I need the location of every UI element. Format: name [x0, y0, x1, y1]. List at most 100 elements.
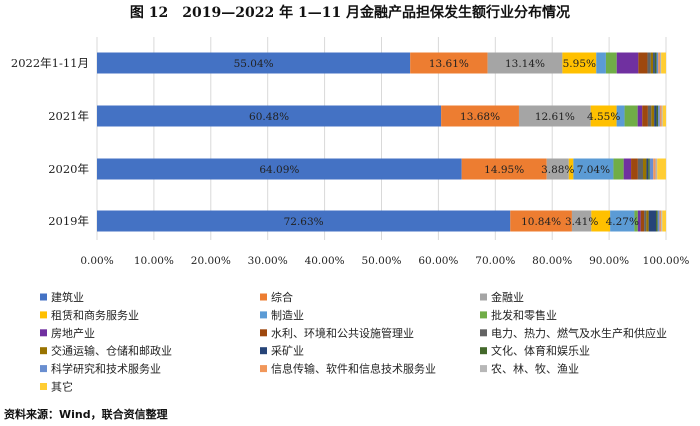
legend-label: 批发和零售业 — [491, 308, 557, 322]
x-tick-label: 0.00% — [80, 255, 113, 267]
legend-label: 房地产业 — [51, 326, 95, 340]
data-label: 10.84% — [521, 216, 561, 228]
x-tick-label: 60.00% — [418, 255, 458, 267]
x-tick-labels: 0.00% 10.00% 20.00% 30.00% 40.00% 50.00% 60.00… — [80, 255, 689, 267]
legend-swatch — [40, 293, 47, 301]
bar-segment — [661, 105, 663, 127]
bars — [97, 52, 666, 232]
bar-segment — [656, 105, 659, 127]
bar-segment — [616, 105, 625, 127]
bar-segment — [613, 158, 624, 180]
data-label: 4.55% — [587, 111, 620, 123]
legend-swatch — [480, 329, 487, 337]
legend-label: 文化、体育和娱乐业 — [491, 344, 590, 358]
legend-label: 租赁和商务服务业 — [51, 308, 139, 322]
legend-label: 综合 — [271, 290, 293, 304]
bar-segment — [654, 105, 657, 127]
data-label: 13.68% — [460, 111, 500, 123]
data-label: 13.14% — [505, 58, 545, 70]
bar-segment — [650, 52, 654, 74]
x-tick-label: 10.00% — [134, 255, 174, 267]
bar-segment — [648, 158, 650, 180]
data-label: 55.04% — [234, 58, 274, 70]
legend-swatch — [40, 311, 47, 319]
bar-segment — [651, 105, 655, 127]
bar-segment — [643, 158, 647, 180]
bar-segment — [657, 210, 660, 232]
bar-segment — [590, 105, 617, 127]
legend-label: 建筑业 — [51, 290, 84, 304]
bar-segment — [634, 210, 638, 232]
data-label: 3.88% — [541, 164, 574, 176]
bar-segment — [661, 210, 663, 232]
bar-segment — [638, 52, 648, 74]
legend-label: 信息传输、软件和信息技术服务业 — [271, 362, 436, 376]
bar-segment — [546, 158, 569, 180]
bar-segment — [662, 105, 666, 127]
bar-segment — [441, 105, 519, 127]
bar-segment — [655, 158, 658, 180]
legend-label: 农、林、牧、渔业 — [491, 362, 579, 376]
bar-segment — [562, 52, 597, 74]
source-note: 资料来源：Wind，联合资信整理 — [4, 407, 168, 421]
bar-segment — [487, 52, 563, 74]
data-label: 60.48% — [249, 111, 289, 123]
data-label: 5.95% — [563, 58, 596, 70]
bar-segment — [518, 105, 591, 127]
legend-swatch — [40, 329, 47, 337]
bar-segment — [631, 158, 638, 180]
data-labels: 55.04% 13.61% 13.14% 5.95% 60.48% 13.68% 12.61… — [234, 58, 639, 228]
bar-segment — [623, 158, 632, 180]
data-label: 4.27% — [606, 216, 639, 228]
bar-segment — [661, 52, 666, 74]
legend-swatch — [480, 293, 487, 301]
bar-segment — [658, 52, 660, 74]
bar-segment — [657, 158, 666, 180]
x-tick-label: 70.00% — [475, 255, 515, 267]
bar-segment — [616, 52, 639, 74]
legend-swatch — [480, 365, 487, 373]
data-label: 7.04% — [577, 164, 610, 176]
bar-segment — [637, 158, 644, 180]
bar-segment — [568, 158, 574, 180]
bar-segment — [591, 210, 611, 232]
bar-segment — [97, 52, 411, 74]
legend-label: 科学研究和技术服务业 — [51, 362, 161, 376]
bar-segment — [656, 210, 658, 232]
bar-segment — [637, 105, 643, 127]
x-tick-label: 20.00% — [191, 255, 231, 267]
legend-label: 制造业 — [271, 308, 304, 322]
x-tick-label: 30.00% — [248, 255, 288, 267]
x-tick-label: 80.00% — [532, 255, 572, 267]
bar-segment — [647, 105, 652, 127]
bar-segment — [605, 52, 617, 74]
legend-label: 水利、环境和公共设施管理业 — [271, 326, 414, 340]
legend-swatch — [40, 347, 47, 355]
x-tick-label: 40.00% — [305, 255, 345, 267]
legend-swatch — [480, 347, 487, 355]
bar-segment — [596, 52, 606, 74]
bar-segment — [97, 105, 442, 127]
bar-segment — [642, 105, 648, 127]
data-label: 72.63% — [284, 216, 324, 228]
legend-swatch — [260, 347, 267, 355]
legend-swatch — [260, 293, 267, 301]
bar-segment — [658, 105, 660, 127]
x-tick-label: 50.00% — [361, 255, 401, 267]
bar-segment — [659, 105, 662, 127]
data-label: 3.41% — [565, 216, 598, 228]
bar-segment — [510, 210, 572, 232]
x-tick-label: 90.00% — [589, 255, 629, 267]
legend-swatch — [40, 383, 47, 390]
bar-segment — [571, 210, 592, 232]
bar-segment — [461, 158, 547, 180]
bar-segment — [646, 210, 649, 232]
legend-label: 交通运输、仓储和邮政业 — [51, 344, 172, 358]
category-label: 2021年 — [48, 109, 89, 123]
legend-label: 金融业 — [491, 290, 524, 304]
category-label: 2020年 — [48, 162, 89, 176]
bar-segment — [637, 210, 641, 232]
bar-segment — [648, 210, 657, 232]
data-label: 64.09% — [259, 164, 299, 176]
